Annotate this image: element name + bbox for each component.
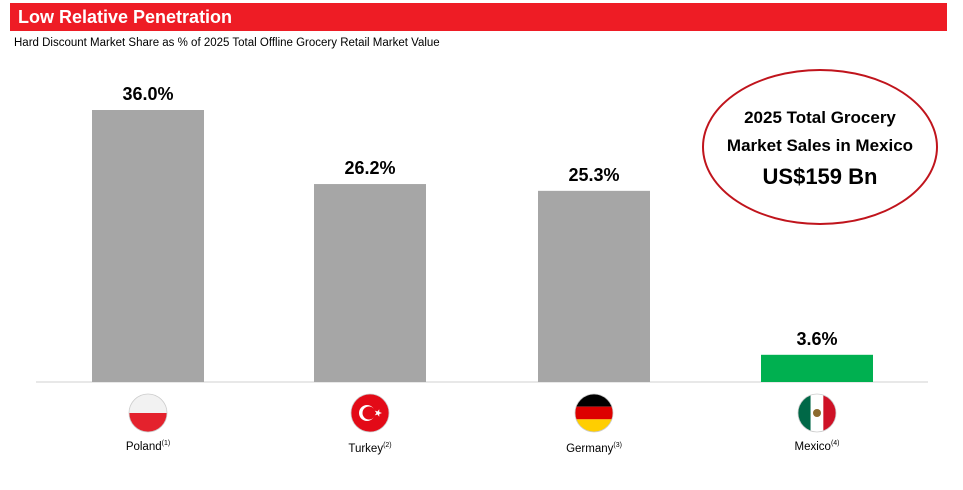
data-label-germany: 25.3% bbox=[568, 165, 619, 185]
bar-poland bbox=[92, 110, 204, 382]
mexico-flag-icon bbox=[797, 393, 837, 433]
germany-flag-icon bbox=[574, 393, 614, 433]
header-bar: Low Relative Penetration bbox=[10, 3, 947, 31]
poland-flag-icon bbox=[128, 393, 168, 433]
chart-subtitle: Hard Discount Market Share as % of 2025 … bbox=[14, 37, 440, 49]
page-title: Low Relative Penetration bbox=[18, 7, 233, 27]
turkey-flag-icon bbox=[350, 393, 390, 433]
callout-line1: 2025 Total Grocery bbox=[744, 108, 896, 127]
category-label-mexico: Mexico(4) bbox=[795, 440, 840, 453]
data-label-poland: 36.0% bbox=[122, 84, 173, 104]
bar-turkey bbox=[314, 184, 426, 382]
data-label-turkey: 26.2% bbox=[344, 158, 395, 178]
market-size-callout: 2025 Total Grocery Market Sales in Mexic… bbox=[702, 69, 938, 225]
callout-amount: US$159 Bn bbox=[762, 164, 878, 189]
bar-germany bbox=[538, 190, 650, 382]
callout-line2: Market Sales in Mexico bbox=[726, 136, 914, 155]
bar-mexico bbox=[761, 354, 873, 382]
category-label-germany: Germany(3) bbox=[566, 442, 622, 455]
data-label-mexico: 3.6% bbox=[796, 329, 837, 349]
category-label-turkey: Turkey(2) bbox=[348, 442, 391, 455]
category-label-poland: Poland(1) bbox=[126, 440, 170, 453]
